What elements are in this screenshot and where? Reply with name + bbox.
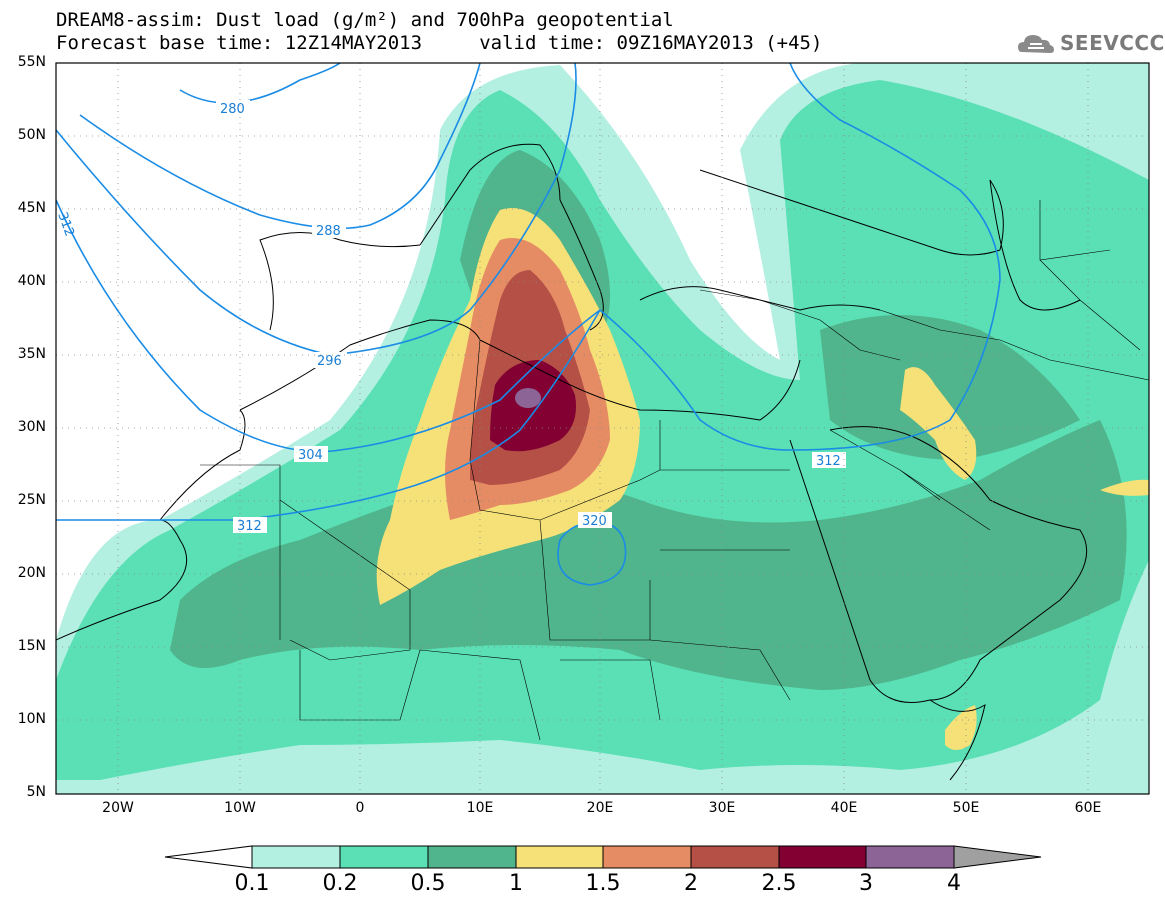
lon-label: 50E	[952, 800, 980, 816]
colorbar-bin-6	[690, 845, 780, 869]
colorbar-tick-label: 1	[509, 871, 523, 896]
colorbar-bin-4	[515, 845, 604, 869]
lat-label: 15N	[17, 638, 46, 654]
colorbar-tick-label: 4	[947, 871, 961, 896]
lon-label: 30E	[708, 800, 736, 816]
contour-label-304: 304	[298, 448, 323, 463]
lat-label: 25N	[17, 492, 46, 508]
contour-label-312-edge: 312	[54, 210, 77, 238]
contour-label-288: 288	[316, 224, 341, 239]
logo-text: SEEVCCC	[1060, 31, 1165, 55]
colorbar-tick-label: 3	[859, 871, 873, 896]
colorbar-bin-3	[427, 845, 517, 869]
lat-label: 10N	[17, 711, 46, 727]
colorbar	[164, 845, 1042, 869]
dust-1-somalia-layer	[945, 705, 977, 750]
contour-label-312-west: 312	[237, 519, 262, 534]
lat-label: 45N	[17, 200, 46, 216]
colorbar-tick-label: 2	[684, 871, 698, 896]
colorbar-tick-label: 2.5	[761, 871, 797, 896]
graticule	[56, 63, 1149, 794]
dust-1-gulf-layer	[1100, 479, 1149, 496]
colorbar-bin-8	[865, 845, 955, 869]
dust-1-arabia-layer	[900, 367, 977, 480]
colorbar-bin-7	[778, 845, 867, 869]
dust-3-layer	[515, 388, 541, 408]
colorbar-bin-2	[339, 845, 429, 869]
lat-label: 35N	[17, 346, 46, 362]
lon-label: 10W	[224, 800, 256, 816]
cloud-logo-icon	[1018, 35, 1054, 53]
colorbar-tick-label: 0.1	[234, 871, 270, 896]
lon-label: 20E	[586, 800, 614, 816]
lon-label: 20W	[102, 800, 134, 816]
lat-label: 55N	[17, 54, 46, 70]
lon-label: 60E	[1074, 800, 1102, 816]
lat-label: 30N	[17, 419, 46, 435]
dust-0.5-layer	[170, 420, 1127, 690]
colorbar-tick-label: 1.5	[585, 871, 621, 896]
contour-label-296: 296	[317, 354, 342, 369]
colorbar-over-triangle	[953, 845, 1042, 869]
lon-label: 40E	[830, 800, 858, 816]
contour-label-312-east: 312	[816, 454, 841, 469]
lon-label: 0	[355, 800, 365, 816]
lon-label: 10E	[466, 800, 494, 816]
lat-label: 5N	[26, 784, 46, 800]
map-frame	[55, 62, 1150, 795]
colorbar-under-triangle	[164, 845, 253, 869]
colorbar-bin-1	[251, 845, 341, 869]
geopotential-contours	[56, 63, 1001, 586]
dust-0.5-east-layer	[820, 315, 1080, 460]
colorbar-tick-label: 0.5	[410, 871, 446, 896]
contour-label-280: 280	[220, 102, 245, 117]
lat-label: 20N	[17, 565, 46, 581]
country-borders	[200, 200, 1149, 741]
map-title: DREAM8-assim: Dust load (g/m²) and 700hP…	[56, 9, 674, 31]
colorbar-bin-5	[602, 845, 692, 869]
coastlines	[56, 143, 1088, 781]
contour-label-320: 320	[582, 514, 607, 529]
lat-label: 40N	[17, 273, 46, 289]
map-subtitle: Forecast base time: 12Z14MAY2013 valid t…	[56, 32, 823, 54]
colorbar-tick-label: 0.2	[322, 871, 358, 896]
lat-label: 50N	[17, 127, 46, 143]
contour-labels: 280 288 296 304 312 312 312 320	[54, 100, 846, 534]
